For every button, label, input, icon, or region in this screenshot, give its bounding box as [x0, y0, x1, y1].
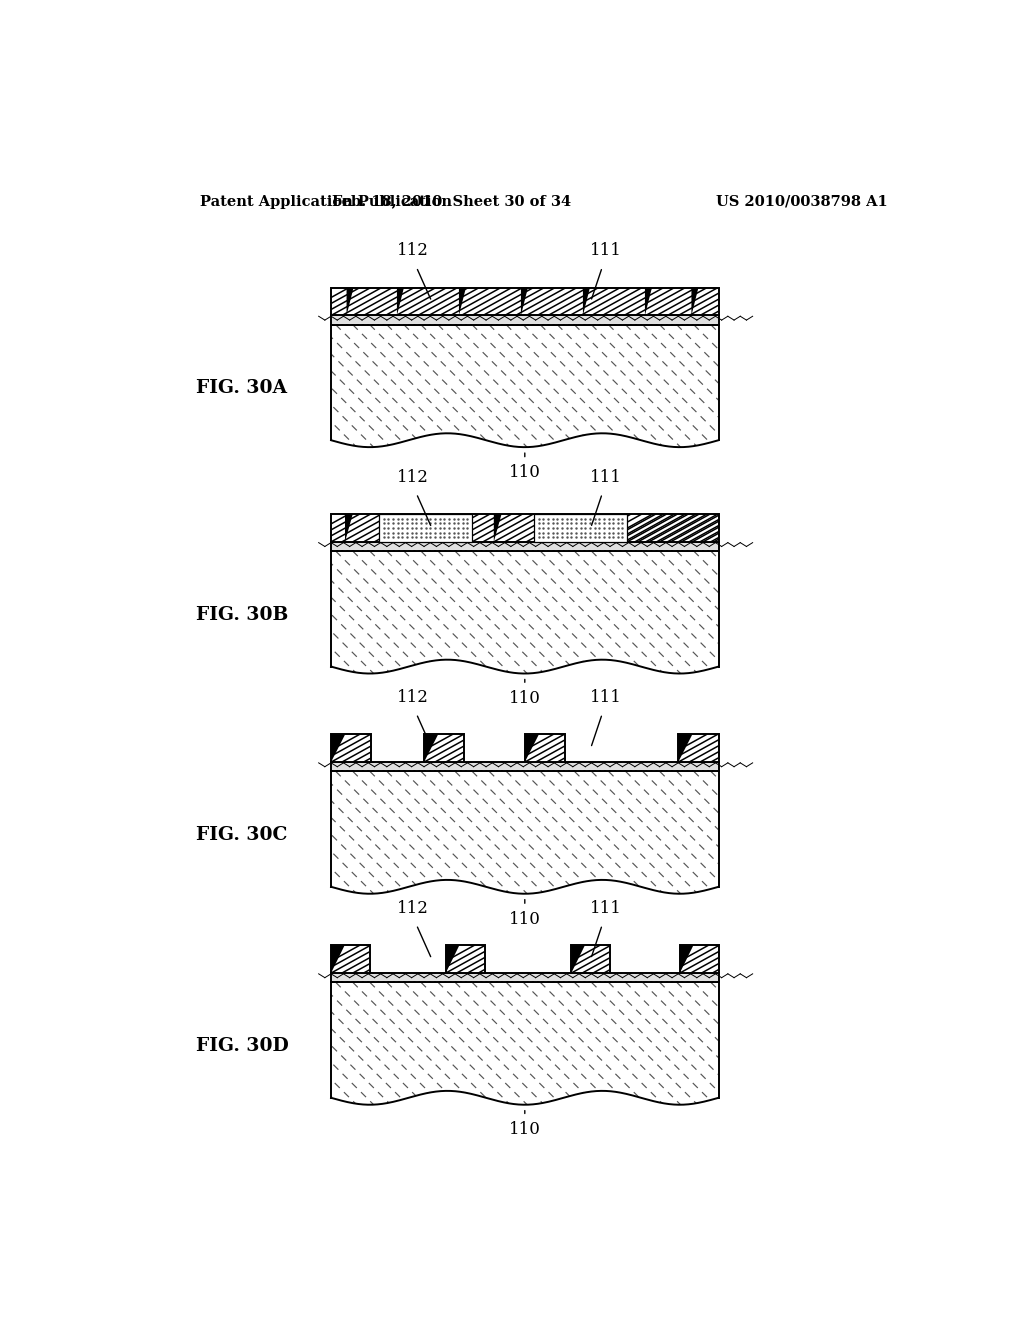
Bar: [445, 945, 484, 973]
Bar: [678, 734, 719, 762]
Polygon shape: [521, 288, 528, 315]
Bar: [331, 288, 719, 315]
Bar: [331, 945, 370, 973]
Polygon shape: [691, 288, 698, 315]
Bar: [331, 973, 719, 982]
Bar: [128, 158, 922, 181]
Bar: [331, 734, 372, 762]
Text: FIG. 30C: FIG. 30C: [197, 826, 288, 843]
Text: 112: 112: [396, 900, 428, 917]
Bar: [331, 734, 372, 762]
Polygon shape: [459, 288, 466, 315]
Text: Feb. 18, 2010  Sheet 30 of 34: Feb. 18, 2010 Sheet 30 of 34: [333, 194, 571, 209]
Bar: [331, 734, 719, 762]
Polygon shape: [680, 945, 693, 973]
Polygon shape: [494, 515, 502, 543]
Bar: [331, 945, 370, 973]
Bar: [524, 734, 565, 762]
Polygon shape: [571, 945, 585, 973]
Bar: [331, 945, 719, 973]
Polygon shape: [445, 945, 460, 973]
Bar: [888, 158, 922, 1175]
Bar: [379, 515, 472, 543]
Polygon shape: [331, 734, 345, 762]
Polygon shape: [678, 734, 692, 762]
Text: 112: 112: [396, 689, 428, 706]
Text: FIG. 30B: FIG. 30B: [196, 606, 288, 623]
Bar: [445, 945, 484, 973]
Bar: [331, 543, 719, 552]
Polygon shape: [424, 734, 438, 762]
Bar: [424, 734, 464, 762]
Bar: [680, 945, 719, 973]
Text: 110: 110: [509, 689, 541, 706]
Bar: [128, 158, 174, 1175]
Polygon shape: [345, 515, 352, 543]
Text: 112: 112: [396, 243, 428, 259]
Polygon shape: [583, 288, 590, 315]
Bar: [331, 288, 719, 315]
Bar: [331, 762, 719, 771]
Bar: [331, 515, 719, 543]
Bar: [571, 945, 610, 973]
Text: 110: 110: [509, 1121, 541, 1138]
Text: 110: 110: [509, 911, 541, 928]
Polygon shape: [331, 982, 719, 1105]
Text: 111: 111: [590, 469, 623, 486]
Text: US 2010/0038798 A1: US 2010/0038798 A1: [717, 194, 888, 209]
Bar: [680, 945, 719, 973]
Bar: [524, 734, 565, 762]
Bar: [535, 515, 627, 543]
Bar: [331, 315, 719, 325]
Polygon shape: [331, 552, 719, 673]
Text: FIG. 30D: FIG. 30D: [196, 1036, 289, 1055]
Polygon shape: [524, 734, 539, 762]
Text: Patent Application Publication: Patent Application Publication: [200, 194, 452, 209]
Polygon shape: [397, 288, 403, 315]
Polygon shape: [645, 288, 652, 315]
Polygon shape: [331, 771, 719, 894]
Bar: [424, 734, 464, 762]
Bar: [331, 515, 719, 543]
Text: 111: 111: [590, 243, 623, 259]
Text: FIG. 30A: FIG. 30A: [197, 379, 288, 397]
Polygon shape: [331, 945, 345, 973]
Bar: [571, 945, 610, 973]
Text: 111: 111: [590, 900, 623, 917]
Text: 111: 111: [590, 689, 623, 706]
Polygon shape: [331, 325, 719, 447]
Bar: [678, 734, 719, 762]
Text: 110: 110: [509, 465, 541, 480]
Text: 112: 112: [396, 469, 428, 486]
Bar: [627, 515, 719, 543]
Polygon shape: [346, 288, 353, 315]
